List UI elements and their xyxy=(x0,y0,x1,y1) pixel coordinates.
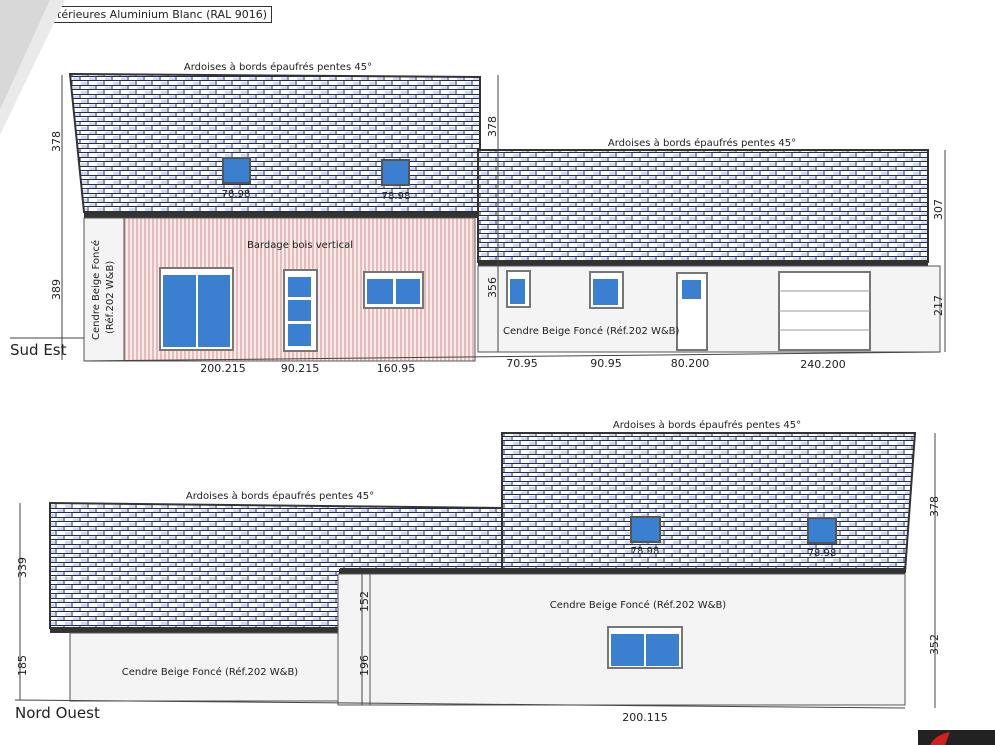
opening-dim: 200.215 xyxy=(200,362,246,375)
skylight xyxy=(807,517,837,544)
plaster-wall xyxy=(83,217,125,362)
plaster-label: (Réf.202 W&B) xyxy=(104,261,116,334)
skylight xyxy=(630,516,661,543)
plaster-label: Cendre Beige Foncé xyxy=(90,240,102,340)
skylight xyxy=(222,157,251,184)
dim-label: 378 xyxy=(928,496,941,517)
dim-label: 307 xyxy=(932,199,945,220)
roof-label: Ardoises à bords épaufrés pentes 45° xyxy=(613,419,801,431)
skylight xyxy=(381,159,410,186)
skylight-dim: 78.98 xyxy=(808,548,837,559)
dim-label: 185 xyxy=(16,655,29,676)
plaster-label: Cendre Beige Foncé (Réf.202 W&B) xyxy=(503,325,680,337)
logo-fragment xyxy=(918,730,995,745)
dim-label: 196 xyxy=(358,655,371,676)
roof-right xyxy=(501,432,917,574)
opening-dim: 200.115 xyxy=(622,711,668,724)
roof-left xyxy=(68,72,481,216)
roof-label: Ardoises à bords épaufrés pentes 45° xyxy=(186,490,374,502)
opening-dim: 240.200 xyxy=(800,358,846,371)
roof-label: Ardoises à bords épaufrés pentes 45° xyxy=(184,61,372,73)
opening-dim: 80.200 xyxy=(671,357,710,370)
plaster-label: Cendre Beige Foncé (Réf.202 W&B) xyxy=(550,599,727,611)
roof-right xyxy=(477,149,929,263)
eave xyxy=(340,568,905,574)
dim-label: 356 xyxy=(486,277,499,298)
dim-label: 339 xyxy=(16,557,29,578)
cladding-label: Bardage bois vertical xyxy=(247,240,353,251)
plaster-wall xyxy=(69,632,339,702)
dim-label: 378 xyxy=(50,131,63,152)
dim-label: 378 xyxy=(486,116,499,137)
skylight-dim: 78.98 xyxy=(222,189,251,200)
eave xyxy=(478,260,928,266)
skylight-dim: 78.98 xyxy=(631,546,660,557)
plaster-label: Cendre Beige Foncé (Réf.202 W&B) xyxy=(122,666,299,678)
eave xyxy=(50,627,340,633)
elevation-title: Nord Ouest xyxy=(15,704,100,722)
roof-label: Ardoises à bords épaufrés pentes 45° xyxy=(608,137,796,149)
dim-label: 352 xyxy=(928,634,941,655)
dim-label: 152 xyxy=(358,591,371,612)
header-note: térieures Aluminium Blanc (RAL 9016) xyxy=(52,6,272,23)
opening-dim: 90.215 xyxy=(281,362,320,375)
nord-ouest-elevation xyxy=(14,432,936,709)
opening-dim: 160.95 xyxy=(377,362,416,375)
opening-dim: 70.95 xyxy=(506,357,538,370)
eave xyxy=(84,212,480,218)
dim-label: 389 xyxy=(50,279,63,300)
sud-est-elevation xyxy=(10,72,946,362)
opening-dim: 90.95 xyxy=(590,357,622,370)
elevation-title: Sud Est xyxy=(10,341,67,359)
skylight-dim: 78.98 xyxy=(382,191,411,202)
dim-label: 217 xyxy=(932,295,945,316)
